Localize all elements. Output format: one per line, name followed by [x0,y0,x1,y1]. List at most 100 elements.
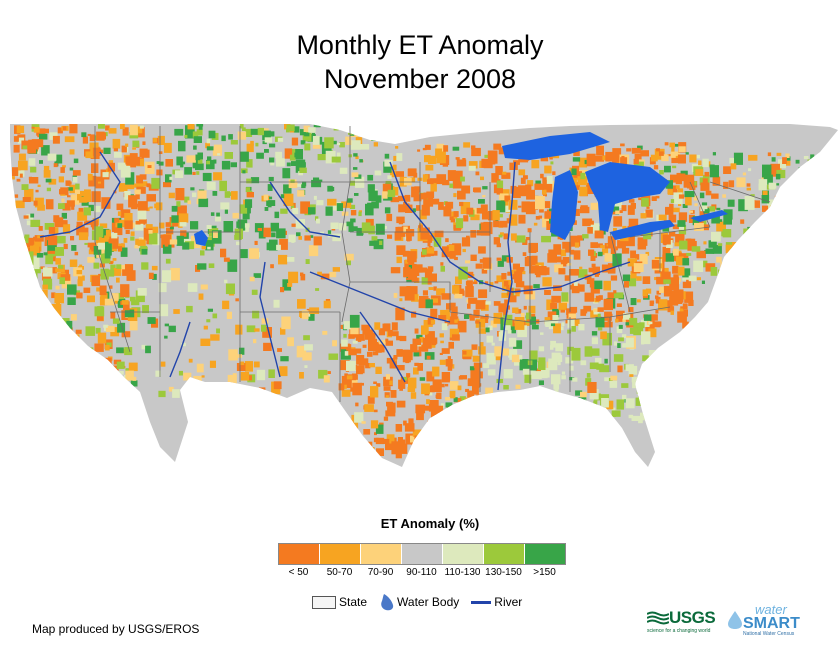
anomaly-cell [776,169,786,179]
anomaly-cell [207,308,213,312]
anomaly-cell [47,153,57,161]
anomaly-cell [637,145,643,150]
anomaly-cell [628,414,634,419]
anomaly-cell [325,150,336,164]
anomaly-cell [763,276,773,287]
anomaly-cell [594,280,603,290]
anomaly-cell [88,371,93,377]
anomaly-cell [51,303,62,317]
anomaly-cell [11,244,19,254]
anomaly-cell [834,281,838,291]
anomaly-cell [403,267,411,278]
anomaly-cell [403,349,409,357]
anomaly-cell [116,347,124,354]
anomaly-cell [453,193,457,198]
anomaly-cell [450,312,458,320]
anomaly-cell [247,375,252,381]
anomaly-cell [665,253,675,262]
anomaly-cell [412,429,422,437]
anomaly-cell [430,308,438,318]
anomaly-cell [589,282,595,288]
anomaly-cell [98,242,105,250]
anomaly-cell [110,311,116,319]
anomaly-cell [552,315,559,322]
anomaly-cell [559,326,564,331]
anomaly-cell [688,214,695,223]
anomaly-cell [509,162,518,170]
anomaly-cell [808,258,817,270]
anomaly-cell [790,178,797,184]
anomaly-cell [585,378,592,386]
anomaly-cell [301,184,306,189]
anomaly-cell [14,377,20,385]
anomaly-cell [225,283,235,295]
anomaly-cell [346,360,356,371]
anomaly-cell [227,374,237,386]
anomaly-cell [51,292,56,299]
anomaly-cell [478,328,486,334]
anomaly-cell [695,169,704,176]
anomaly-cell [348,225,354,232]
anomaly-cell [513,340,523,349]
anomaly-cell [534,403,543,409]
anomaly-cell [303,125,310,132]
anomaly-cell [302,352,312,361]
anomaly-cell [36,333,43,341]
anomaly-cell [62,224,71,234]
anomaly-cell [445,420,450,424]
anomaly-cell [551,417,562,426]
anomaly-cell [244,223,250,228]
anomaly-cell [468,165,476,171]
anomaly-cell [37,128,46,138]
anomaly-cell [450,302,456,307]
anomaly-cell [673,289,684,303]
anomaly-cell [570,235,581,247]
anomaly-cell [137,207,147,220]
anomaly-cell [586,373,591,378]
anomaly-cell [442,437,450,446]
anomaly-cell [775,173,781,180]
anomaly-cell [476,430,486,441]
anomaly-cell [565,246,572,253]
anomaly-cell [37,308,42,314]
anomaly-cell [14,379,23,389]
anomaly-cell [511,414,521,422]
anomaly-cell [373,239,384,250]
anomaly-cell [641,331,651,345]
anomaly-cell [789,260,799,270]
anomaly-cell [503,385,509,390]
watersmart-drop-icon [728,611,742,629]
anomaly-cell [263,227,271,238]
anomaly-cell [120,284,130,298]
anomaly-cell [130,159,137,168]
anomaly-cell [742,246,749,253]
anomaly-cell [768,227,777,238]
anomaly-cell [542,189,547,195]
anomaly-cell [533,222,538,226]
anomaly-cell [291,204,295,209]
anomaly-cell [771,157,776,162]
anomaly-cell [445,402,453,408]
anomaly-cell [403,201,408,206]
anomaly-cell [88,177,98,187]
anomaly-cell [103,324,108,328]
anomaly-cell [694,222,704,231]
anomaly-cell [391,331,399,337]
anomaly-cell [206,225,212,229]
anomaly-cell [742,172,747,176]
anomaly-cell [625,364,634,371]
anomaly-cell [786,160,791,166]
anomaly-cell [263,194,269,201]
anomaly-cell [384,160,393,167]
anomaly-cell [87,242,92,248]
anomaly-cell [592,266,600,275]
river-legend-item: River [471,595,522,609]
anomaly-cell [224,209,228,214]
anomaly-cell [279,238,288,250]
anomaly-cell [601,415,608,424]
anomaly-cell [419,337,425,343]
anomaly-cell [208,263,215,268]
anomaly-cell [593,400,598,406]
anomaly-cell [66,320,73,330]
anomaly-cell [294,152,299,158]
